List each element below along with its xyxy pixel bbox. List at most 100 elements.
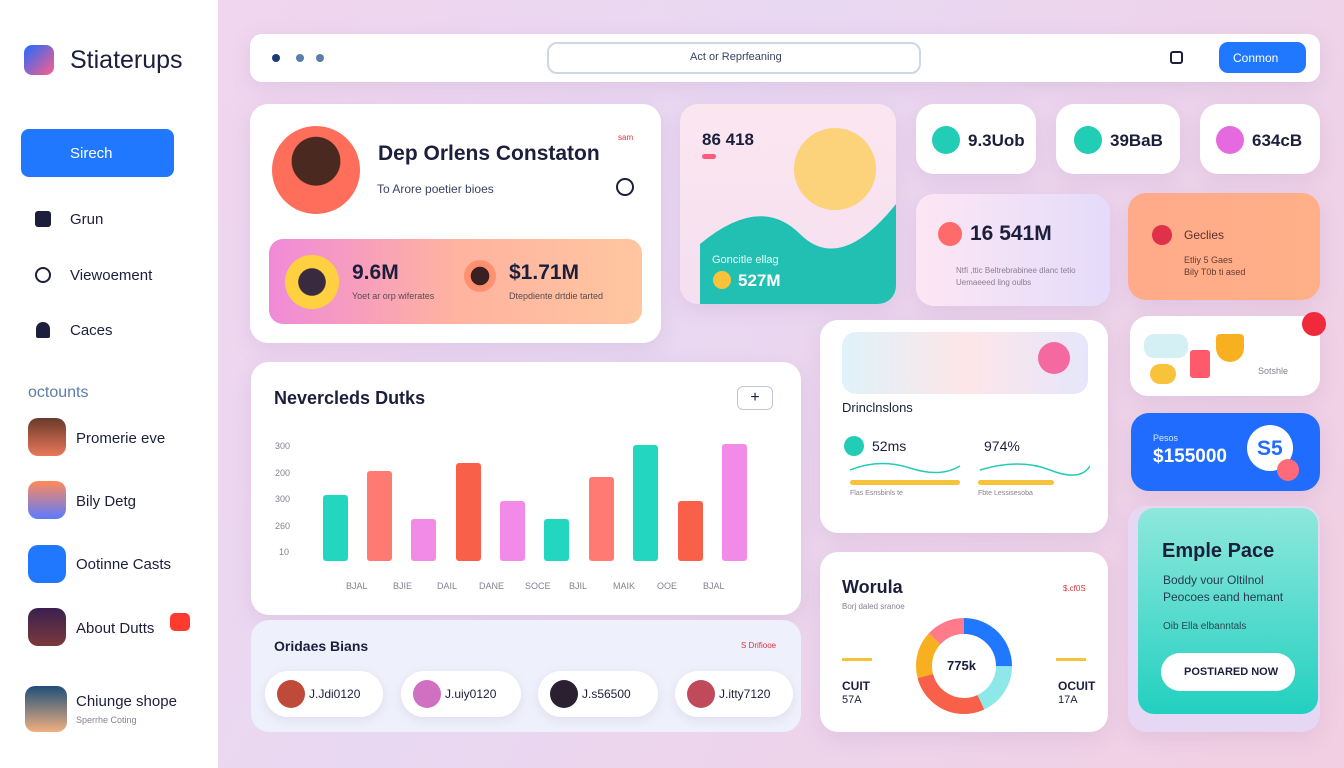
nav-icon [35, 267, 51, 283]
blue-label: Pesos [1153, 433, 1179, 443]
circle [916, 618, 1012, 714]
promo-text: Peocoes eand hemant [1163, 590, 1284, 604]
search-box[interactable] [547, 42, 921, 74]
nav-icon [36, 322, 50, 338]
x-label: BJAL [346, 581, 368, 591]
contact-avatar [25, 686, 67, 732]
promo-frame: Emple Pace Boddy vour Oltilnol Peocoes e… [1128, 506, 1320, 732]
x-label: BJIL [569, 581, 588, 591]
badge: sam [618, 133, 634, 142]
shape [277, 680, 305, 708]
y-label: 10 [279, 547, 290, 557]
nav-label[interactable]: Grun [70, 211, 104, 228]
legend-swatch [842, 658, 872, 661]
trophy-label: Sotshle [1258, 366, 1289, 376]
g [916, 618, 1012, 714]
icon [1170, 51, 1183, 64]
mini-stat: 9.3Uob [916, 104, 1036, 174]
add-button[interactable]: + [737, 386, 773, 410]
avatar [272, 126, 360, 214]
contact-avatar [28, 545, 66, 583]
contact-name[interactable]: Bily Detg [76, 493, 137, 510]
close-button[interactable] [1302, 312, 1326, 336]
mini-stat: 634cB [1200, 104, 1320, 174]
bar-small [702, 154, 716, 159]
path [700, 204, 896, 304]
progress [978, 480, 1054, 485]
button-label[interactable]: Conmon [1233, 51, 1279, 65]
dot [316, 54, 324, 62]
worula-left: CUIT [842, 679, 870, 693]
button[interactable] [1219, 42, 1306, 73]
order-pill: J.s56500 [538, 671, 658, 717]
profile-subtitle: To Arore poetier bioes [377, 182, 494, 196]
x-label: MAIK [613, 581, 636, 591]
contact-name[interactable]: Ootinne Casts [76, 556, 172, 573]
worula-card: Worula $.cf0S Borj daled sranoe CUIT 57A… [820, 552, 1108, 732]
x-label: OOE [657, 581, 678, 591]
promo-button[interactable] [1161, 653, 1295, 691]
mini-value: 634cB [1252, 131, 1303, 150]
dimensions-card: Drinclnslons 52ms Flas Esnsbinls te 974%… [820, 320, 1108, 533]
contact-name[interactable]: Chiunge shope [76, 693, 177, 710]
wave-label: Goncitle ellag [712, 254, 779, 266]
promo-button-label[interactable]: POSTIARED NOW [1184, 666, 1279, 678]
legend-swatch [1056, 658, 1086, 661]
logo-mark [24, 45, 54, 75]
rect [500, 501, 525, 561]
contact-sub: Sperrhe Coting [76, 715, 137, 725]
orders-link[interactable]: S Drifiooe [741, 641, 777, 650]
wave-top: 86 418 [702, 130, 754, 149]
rect [633, 445, 658, 561]
profile-card: Dep Orlens Constaton To Arore poetier bi… [250, 104, 661, 343]
dot [1277, 459, 1299, 481]
stat-value: 9.6M [352, 261, 399, 284]
coin [713, 271, 731, 289]
circle [916, 618, 1012, 714]
shape [413, 680, 441, 708]
badge [170, 613, 190, 631]
rect [411, 519, 436, 561]
shape [1152, 225, 1172, 245]
lavender-card: 16 541M Ntfi ,ttic Beltrebrabinee dlanc … [916, 194, 1110, 306]
x-label: BJIE [393, 581, 413, 591]
shape [1216, 126, 1244, 154]
nav-label[interactable]: Sirech [70, 145, 113, 162]
orders-title: Oridaes Bians [274, 638, 369, 654]
wave [700, 204, 896, 304]
contact-name[interactable]: Promerie eve [76, 430, 166, 447]
orange-line: Bily T0b ti ased [1184, 267, 1246, 277]
sparklines [850, 462, 1090, 476]
search-placeholder[interactable]: Act or Reprfeaning [690, 51, 782, 63]
contact-name[interactable]: About Dutts [76, 620, 155, 637]
dimensions-title: Drinclnslons [842, 400, 913, 415]
nav-item-active[interactable] [21, 129, 174, 177]
topbar: Act or Reprfeaning Conmon [250, 34, 1320, 82]
pill-text: J.itty7120 [719, 687, 771, 701]
y-label: 260 [275, 521, 291, 531]
y-label: 300 [275, 441, 291, 451]
pill-text: J.uiy0120 [445, 687, 497, 701]
illustration [1038, 342, 1070, 374]
promo-text: Boddy vour Oltilnol [1163, 573, 1264, 587]
donut-center: 775k [947, 658, 976, 673]
path [850, 462, 961, 474]
trophy-card: Sotshle [1130, 312, 1326, 396]
pill-text: J.Jdi0120 [309, 687, 361, 701]
orders-card: Oridaes Bians S Drifiooe J.Jdi0120 J.uiy… [251, 620, 801, 732]
stat-label: Yoet ar orp wiferates [352, 291, 435, 301]
logo: Stiaterups [70, 46, 183, 74]
illustration [1190, 350, 1210, 378]
nav-label[interactable]: Viewoement [70, 267, 153, 284]
lavender-value: 16 541M [970, 222, 1052, 245]
rect [544, 519, 569, 561]
nav-label[interactable]: Caces [70, 322, 113, 339]
section-title: octounts [28, 384, 89, 401]
trophy [1216, 334, 1244, 362]
dim-label: Flas Esnsbinls te [850, 490, 903, 497]
blue-value: $155000 [1153, 446, 1227, 467]
x-label: BJAL [703, 581, 725, 591]
orange-title: Geclies [1184, 228, 1225, 242]
x-label: SOCE [525, 581, 551, 591]
